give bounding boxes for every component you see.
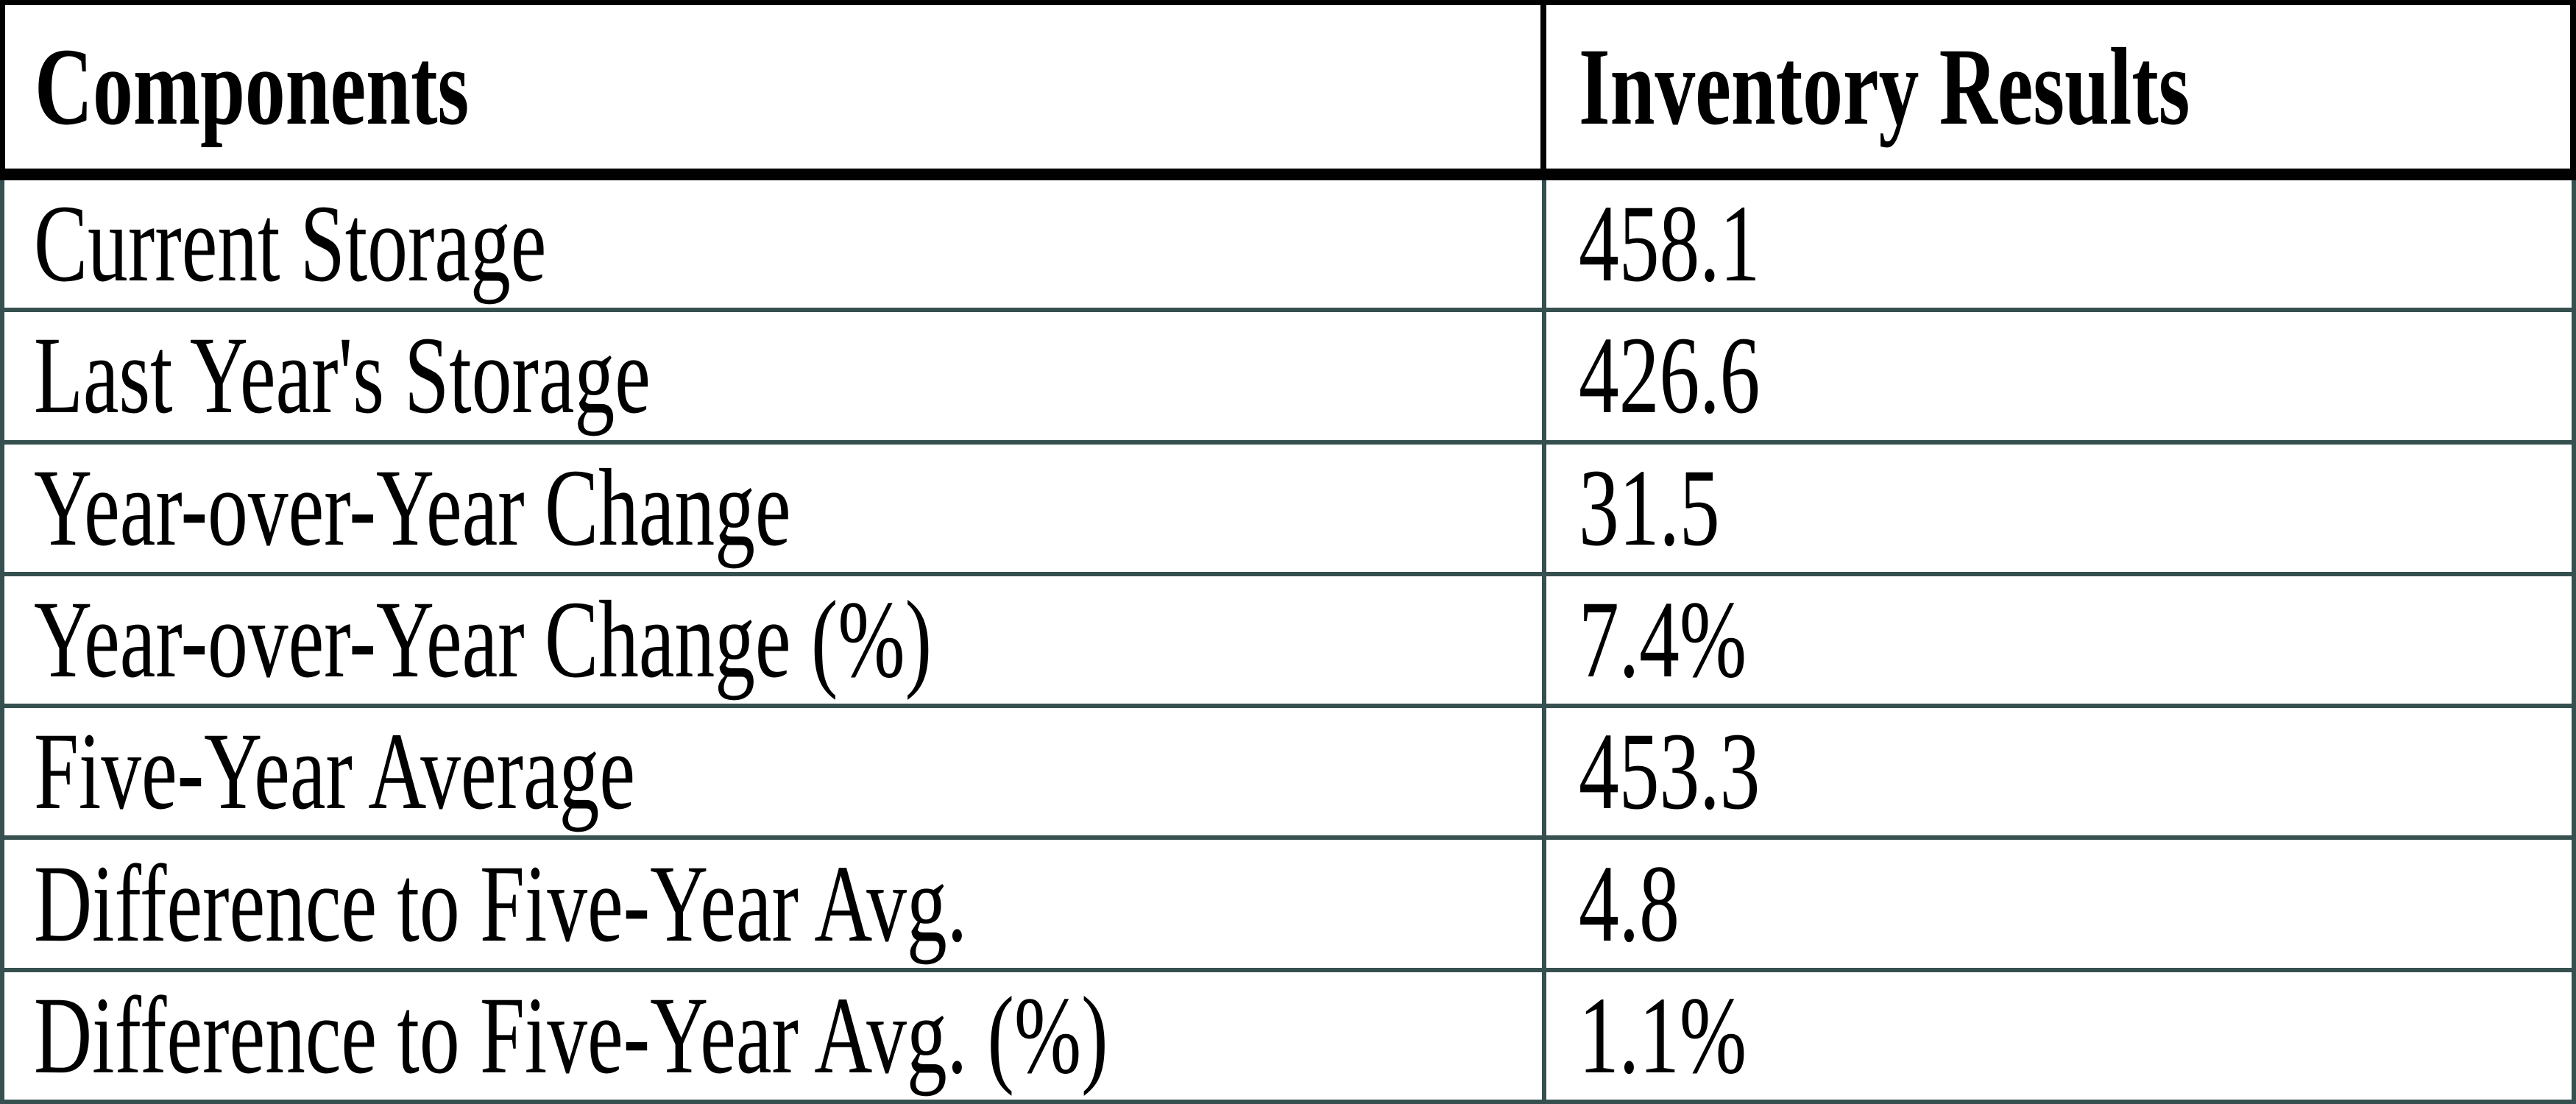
- inventory-value: 453.3: [1579, 710, 1761, 833]
- component-label-cell: Current Storage: [4, 180, 1546, 308]
- components-column-header: Components: [35, 25, 470, 148]
- inventory-value-cell: 453.3: [1546, 708, 2572, 835]
- inventory-value-cell: 7.4%: [1546, 576, 2572, 704]
- table-header-row: Components Inventory Results: [0, 0, 2576, 180]
- inventory-value: 426.6: [1579, 314, 1761, 437]
- inventory-value: 4.8: [1579, 842, 1680, 965]
- inventory-value-cell: 458.1: [1546, 180, 2572, 308]
- table-row: Difference to Five-Year Avg. 4.8: [4, 840, 2572, 972]
- inventory-value: 7.4%: [1579, 578, 1747, 701]
- component-label: Year-over-Year Change: [34, 446, 791, 569]
- table-row: Last Year's Storage 426.6: [4, 312, 2572, 445]
- component-label: Current Storage: [34, 183, 547, 305]
- inventory-value-cell: 426.6: [1546, 312, 2572, 439]
- component-label-cell: Five-Year Average: [4, 708, 1546, 836]
- component-label-cell: Year-over-Year Change: [4, 444, 1546, 572]
- component-label: Difference to Five-Year Avg. (%): [34, 974, 1108, 1097]
- inventory-value: 458.1: [1579, 183, 1761, 305]
- component-label: Year-over-Year Change (%): [34, 578, 933, 701]
- component-label: Last Year's Storage: [34, 314, 651, 437]
- inventory-results-column-header: Inventory Results: [1579, 25, 2190, 148]
- component-label: Five-Year Average: [34, 710, 635, 833]
- component-label-cell: Difference to Five-Year Avg. (%): [4, 972, 1546, 1100]
- header-cell-inventory-results: Inventory Results: [1546, 5, 2570, 169]
- table-body: Current Storage 458.1 Last Year's Storag…: [0, 180, 2576, 1104]
- component-label-cell: Difference to Five-Year Avg.: [4, 840, 1546, 968]
- inventory-value-cell: 31.5: [1546, 445, 2572, 572]
- inventory-value: 31.5: [1579, 446, 1720, 569]
- inventory-value: 1.1%: [1579, 974, 1747, 1097]
- component-label: Difference to Five-Year Avg.: [34, 842, 968, 965]
- table-row: Year-over-Year Change 31.5: [4, 444, 2572, 576]
- table-row: Current Storage 458.1: [4, 180, 2572, 313]
- header-cell-components: Components: [5, 5, 1546, 169]
- table-row: Five-Year Average 453.3: [4, 708, 2572, 841]
- inventory-value-cell: 1.1%: [1546, 972, 2572, 1100]
- table-row: Year-over-Year Change (%) 7.4%: [4, 576, 2572, 709]
- component-label-cell: Last Year's Storage: [4, 312, 1546, 440]
- inventory-value-cell: 4.8: [1546, 840, 2572, 967]
- component-label-cell: Year-over-Year Change (%): [4, 576, 1546, 704]
- table-row: Difference to Five-Year Avg. (%) 1.1%: [4, 972, 2572, 1100]
